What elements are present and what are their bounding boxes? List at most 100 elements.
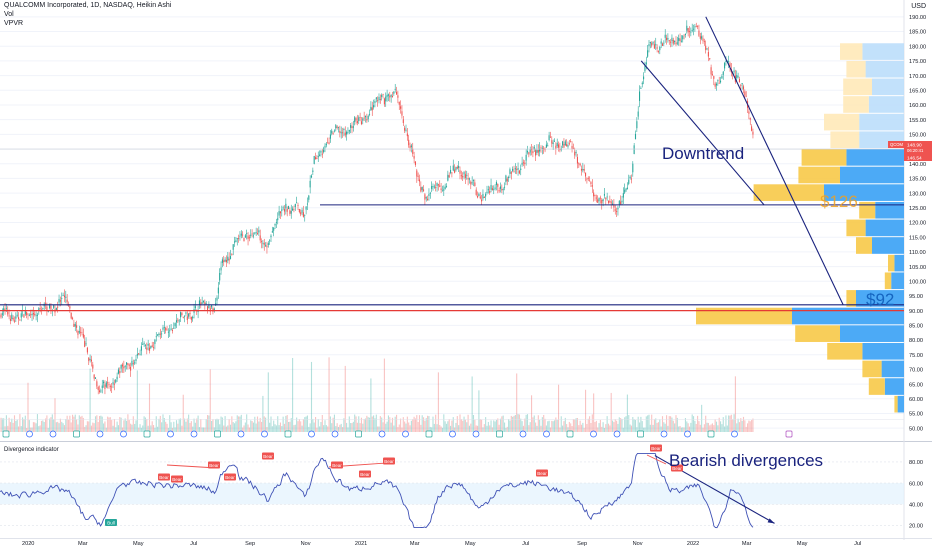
candle-body — [147, 343, 149, 346]
vpvr-bar-up — [865, 60, 904, 78]
candle-body — [121, 364, 124, 367]
candle-body — [544, 149, 546, 151]
volume-bar — [649, 424, 651, 432]
candle-body — [522, 162, 524, 164]
candle-body — [158, 333, 160, 335]
candle-body — [702, 38, 704, 41]
candle-body — [135, 359, 137, 361]
volume-bar — [652, 424, 654, 432]
volume-bar — [641, 421, 643, 432]
volume-bar — [85, 425, 87, 432]
volume-bar — [80, 416, 82, 432]
oscillator-tick-label: 80.00 — [909, 460, 923, 466]
candle-body — [459, 170, 461, 174]
candle-body — [347, 131, 349, 133]
candle-body — [699, 36, 701, 39]
bear-label-badge — [331, 461, 343, 469]
candle-body — [514, 168, 516, 170]
candle-body — [618, 200, 620, 205]
price-tick-label: 160.00 — [909, 103, 926, 109]
candle-body — [663, 42, 665, 44]
candle-body — [477, 196, 479, 198]
volume-bar — [412, 419, 414, 432]
candle-body — [661, 43, 664, 46]
volume-bar — [333, 414, 335, 432]
volume-bar — [63, 425, 65, 432]
volume-bar — [724, 426, 726, 432]
time-tick-label: Mar — [410, 541, 420, 547]
candle-body — [227, 256, 229, 261]
candle-body — [382, 94, 384, 95]
candle-body — [463, 172, 465, 175]
candle-body — [670, 41, 672, 43]
volume-bar — [598, 423, 600, 432]
volume-bar — [198, 427, 200, 432]
candle-body — [709, 58, 711, 60]
candle-body — [77, 331, 79, 335]
candle-body — [134, 362, 136, 364]
candle-body — [752, 131, 754, 135]
candle-body — [143, 342, 145, 344]
candle-body — [439, 185, 441, 187]
candle-body — [383, 98, 385, 105]
candle-body — [140, 346, 142, 351]
volume-bar — [382, 422, 384, 432]
candle-body — [552, 142, 554, 145]
vpvr-bar-up — [846, 149, 904, 166]
volume-bar — [416, 415, 418, 432]
volume-bar — [498, 424, 500, 432]
candle-body — [213, 308, 215, 312]
candle-body — [504, 186, 506, 188]
volume-bar — [351, 423, 353, 432]
volume-bar — [583, 427, 585, 432]
vpvr-bar-down — [862, 360, 882, 378]
candle-body — [231, 254, 233, 255]
candle-body — [308, 195, 310, 200]
dividend-marker — [684, 430, 691, 438]
volume-bar — [462, 420, 464, 432]
candle-body — [483, 196, 485, 198]
candle-body — [587, 178, 589, 179]
candle-body — [339, 130, 341, 133]
volume-bar — [733, 414, 735, 432]
candle-body — [178, 320, 180, 322]
candle-body — [617, 207, 619, 210]
candle-body — [454, 169, 456, 173]
candle-body — [238, 238, 240, 239]
candle-body — [124, 366, 126, 367]
candle-body — [296, 202, 298, 204]
candle-body — [45, 302, 47, 304]
candle-body — [612, 203, 614, 205]
candle-body — [81, 332, 83, 334]
candle-body — [89, 358, 91, 360]
volume-bar — [246, 414, 248, 432]
volume-bar — [680, 427, 682, 432]
volume-bar — [7, 425, 9, 432]
candle-body — [297, 204, 299, 206]
candle-body — [159, 333, 161, 335]
candle-body — [128, 364, 130, 366]
bear-label-badge — [224, 473, 236, 481]
volume-bar — [28, 420, 30, 432]
volume-bar — [140, 427, 142, 432]
volume-bar — [189, 422, 191, 432]
candle-body — [252, 235, 254, 237]
volume-bar — [467, 414, 469, 432]
trendline-1 — [640, 60, 765, 206]
candle-body — [170, 328, 172, 330]
candle-body — [636, 121, 638, 129]
candle-body — [273, 227, 275, 231]
volume-bar — [701, 404, 703, 432]
volume-bar — [456, 416, 458, 432]
volume-bar — [363, 419, 365, 432]
candle-body — [512, 168, 514, 171]
volume-bar — [132, 416, 134, 432]
volume-bar — [221, 417, 223, 432]
volume-bar — [359, 423, 361, 432]
volume-bar — [93, 423, 95, 432]
volume-bar — [367, 417, 369, 432]
volume-bar — [566, 424, 568, 432]
vpvr-bar-up — [862, 43, 904, 60]
volume-bar — [637, 416, 639, 432]
volume-bar — [472, 414, 475, 432]
